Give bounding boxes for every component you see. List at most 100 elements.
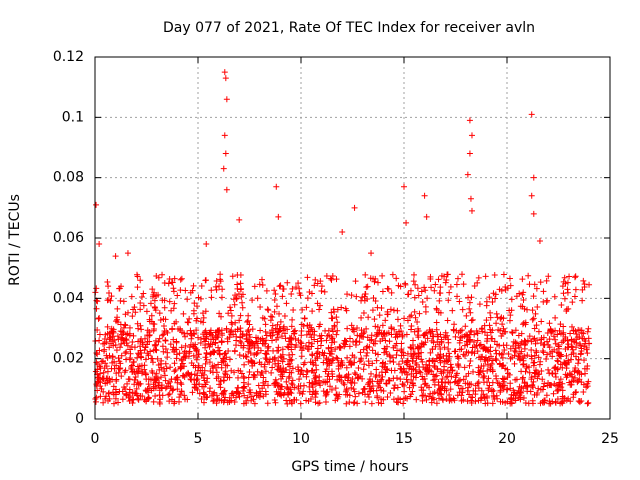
data-point	[382, 369, 389, 376]
data-point	[401, 315, 408, 322]
data-point	[115, 399, 122, 406]
data-point	[378, 396, 385, 403]
data-point	[464, 338, 471, 345]
data-point	[160, 348, 167, 355]
data-point	[446, 289, 453, 296]
data-point	[334, 327, 341, 334]
data-point	[203, 331, 210, 338]
data-point	[140, 302, 147, 309]
data-point	[373, 357, 380, 364]
data-point	[500, 325, 507, 332]
data-point	[421, 331, 428, 338]
data-point	[133, 385, 140, 392]
data-point	[273, 325, 280, 332]
data-point	[188, 371, 195, 378]
data-point	[289, 365, 296, 372]
data-point	[460, 281, 467, 288]
data-point	[119, 388, 126, 395]
data-point	[304, 295, 311, 302]
data-point	[415, 328, 422, 335]
data-point	[305, 343, 312, 350]
data-point	[551, 346, 558, 353]
data-point	[583, 346, 590, 353]
data-point	[455, 355, 462, 362]
data-point	[560, 290, 567, 297]
data-point	[450, 327, 457, 334]
data-point	[426, 357, 433, 364]
data-point	[405, 291, 412, 298]
data-point	[485, 375, 492, 382]
data-point	[123, 348, 130, 355]
data-point	[401, 388, 408, 395]
data-point	[552, 373, 559, 380]
data-point	[237, 280, 244, 287]
data-point	[137, 306, 144, 313]
data-point	[251, 400, 258, 407]
data-point	[350, 400, 357, 407]
data-point	[385, 286, 392, 293]
data-point	[280, 355, 287, 362]
data-point	[481, 322, 488, 329]
data-point	[300, 344, 307, 351]
data-point	[186, 315, 193, 322]
data-point	[330, 356, 337, 363]
data-point	[245, 358, 252, 365]
data-point	[296, 285, 303, 292]
data-point	[420, 392, 427, 399]
data-point	[142, 356, 149, 363]
data-point	[400, 400, 407, 407]
data-point	[385, 377, 392, 384]
data-point	[218, 338, 225, 345]
data-point	[424, 364, 431, 371]
data-point	[354, 325, 361, 332]
data-point	[383, 366, 390, 373]
data-point	[361, 297, 368, 304]
data-point	[100, 375, 107, 382]
data-point	[182, 333, 189, 340]
data-point	[229, 273, 236, 280]
data-point	[264, 306, 271, 313]
data-point	[122, 336, 129, 343]
data-point	[384, 394, 391, 401]
data-point	[487, 309, 494, 316]
data-point	[368, 385, 375, 392]
data-point	[582, 370, 589, 377]
data-point	[175, 326, 182, 333]
data-point	[255, 382, 262, 389]
data-point	[244, 328, 251, 335]
data-point	[554, 365, 561, 372]
data-point	[96, 241, 103, 248]
data-point	[375, 382, 382, 389]
data-point	[126, 386, 133, 393]
data-point	[260, 393, 267, 400]
data-point	[448, 373, 455, 380]
data-point	[568, 343, 575, 350]
data-point	[223, 186, 230, 193]
data-point	[300, 382, 307, 389]
data-point	[297, 344, 304, 351]
data-point	[145, 381, 152, 388]
data-point	[300, 371, 307, 378]
data-point	[100, 369, 107, 376]
data-point	[348, 322, 355, 329]
data-point	[430, 371, 437, 378]
data-point	[160, 322, 167, 329]
data-point	[537, 400, 544, 407]
data-point	[171, 300, 178, 307]
data-point	[364, 349, 371, 356]
data-point	[362, 291, 369, 298]
data-point	[351, 399, 358, 406]
data-point	[316, 323, 323, 330]
data-point	[194, 367, 201, 374]
data-point	[540, 288, 547, 295]
data-point	[135, 380, 142, 387]
data-point	[135, 338, 142, 345]
data-point	[324, 332, 331, 339]
data-point	[271, 287, 278, 294]
data-point	[419, 358, 426, 365]
data-point	[139, 368, 146, 375]
data-point	[152, 307, 159, 314]
data-point	[437, 346, 444, 353]
data-point	[368, 250, 375, 257]
data-point	[277, 353, 284, 360]
